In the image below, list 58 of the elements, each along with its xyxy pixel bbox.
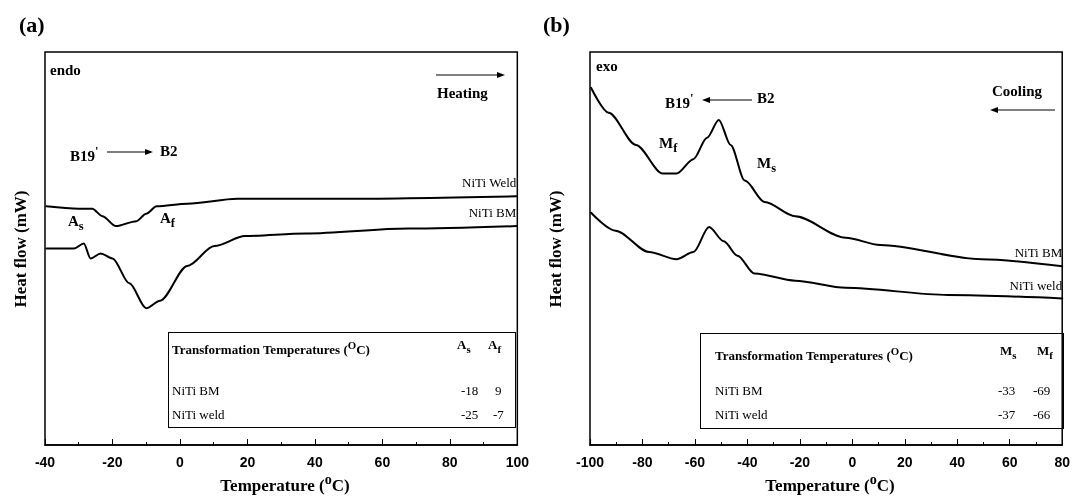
chart-title: (a) xyxy=(19,11,45,37)
x-tick-label: 80 xyxy=(1054,454,1071,470)
annotation: NiTi BM xyxy=(172,383,220,399)
annotation: Cooling xyxy=(992,83,1043,99)
x-tick-label: 40 xyxy=(949,454,966,470)
series-label: NiTi weld xyxy=(1009,277,1063,293)
text: exo xyxy=(596,58,618,74)
x-tick-label: -60 xyxy=(684,454,706,470)
annotation: -33 xyxy=(998,383,1016,399)
series-label: NiTi Weld xyxy=(462,175,517,191)
x-tick-label: 20 xyxy=(239,454,256,470)
x-tick-label: 60 xyxy=(374,454,391,470)
x-tick-label: -20 xyxy=(102,454,123,470)
annotation: -7 xyxy=(493,407,504,423)
x-tick-label: -40 xyxy=(737,454,758,470)
y-axis-title: Heat flow (mW) xyxy=(11,188,31,310)
x-tick-label: 40 xyxy=(307,454,323,470)
x-tick-label: -40 xyxy=(34,454,56,470)
x-tick-label: -80 xyxy=(632,454,653,470)
annotation: M$_{f}$ xyxy=(659,135,678,156)
annotation: NiTi weld xyxy=(172,407,225,423)
annotation: Transformation Temperatures ($^{O}$C) xyxy=(715,344,913,365)
x-tick-label: -20 xyxy=(789,454,811,470)
x-tick-label: 80 xyxy=(442,454,458,470)
text: B2 xyxy=(160,143,178,159)
annotation: Transformation Temperatures ($^{O}$C) xyxy=(172,338,370,359)
annotation: A$_{s}$ xyxy=(68,213,84,234)
text: Heating xyxy=(437,85,488,101)
annotation: A$_{f}$ xyxy=(488,337,501,357)
series-label: NiTi BM xyxy=(1014,245,1063,261)
annotation: M$_{f}$ xyxy=(1037,343,1053,363)
text: B19$^{'}$ xyxy=(70,143,99,164)
chart-title: (b) xyxy=(543,11,570,37)
text: endo xyxy=(50,62,81,78)
x-axis-title: Temperature ($^{o}$C) xyxy=(764,471,896,496)
annotation: B19$^{'}$ xyxy=(665,90,694,111)
annotation: -25 xyxy=(461,407,479,423)
annotation: B2 xyxy=(757,90,775,106)
annotation: A$_{s}$ xyxy=(457,337,471,357)
x-tick-label: 0 xyxy=(848,454,857,470)
series-label: NiTi BM xyxy=(468,205,517,221)
annotation: NiTi weld xyxy=(715,407,768,423)
annotation: -66 xyxy=(1033,407,1051,423)
x-tick-label: 100 xyxy=(505,454,530,470)
x-tick-label: 20 xyxy=(897,454,913,470)
annotation: -18 xyxy=(461,383,479,399)
annotation: M$_{s}$ xyxy=(1000,343,1017,363)
annotation: 9 xyxy=(495,383,502,399)
annotation: A$_{f}$ xyxy=(160,210,176,231)
annotation: NiTi BM xyxy=(715,383,763,399)
x-tick-label: 0 xyxy=(176,454,185,470)
x-tick-label: -100 xyxy=(575,454,605,470)
annotation: -69 xyxy=(1033,383,1051,399)
x-tick-label: 60 xyxy=(1001,454,1018,470)
annotation: M$_{s}$ xyxy=(757,155,777,176)
x-axis-title: Temperature ($^{o}$C) xyxy=(219,471,351,496)
annotation: -37 xyxy=(998,407,1016,423)
y-axis-title: Heat flow (mW) xyxy=(546,188,566,310)
